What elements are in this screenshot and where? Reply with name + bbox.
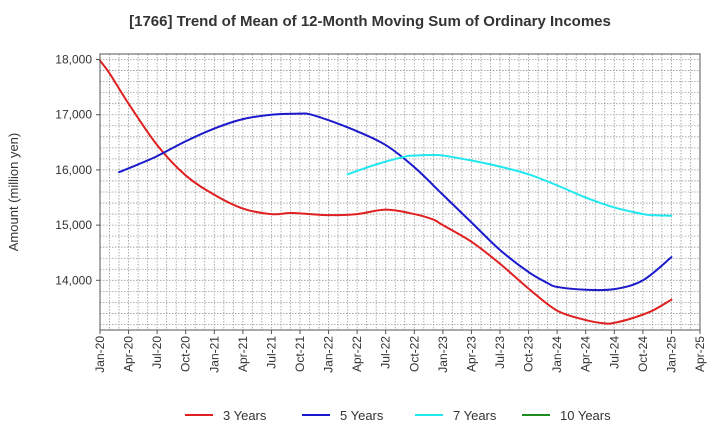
x-tick-label: Jul-23 bbox=[493, 336, 507, 369]
series-line-3 bbox=[346, 153, 673, 217]
legend-label-4: 10 Years bbox=[560, 408, 611, 423]
y-tick-label: 16,000 bbox=[55, 163, 92, 177]
series-layer bbox=[99, 59, 673, 325]
x-tick-label: Apr-21 bbox=[236, 336, 250, 372]
x-tick-label: Apr-20 bbox=[122, 336, 136, 372]
y-axis-ticks: 14,000 15,000 16,000 17,000 18,000 bbox=[55, 53, 100, 287]
x-tick-label: Jul-20 bbox=[150, 336, 164, 369]
y-tick-label: 18,000 bbox=[55, 53, 92, 67]
grid bbox=[100, 54, 700, 330]
x-tick-label: Oct-22 bbox=[407, 336, 421, 372]
legend-label-2: 5 Years bbox=[340, 408, 384, 423]
x-tick-label: Oct-21 bbox=[293, 336, 307, 372]
x-tick-label: Oct-23 bbox=[522, 336, 536, 372]
chart-title: [1766] Trend of Mean of 12-Month Moving … bbox=[129, 13, 611, 30]
x-tick-label: Jan-25 bbox=[664, 336, 678, 373]
legend: 3 Years 5 Years 7 Years 10 Years bbox=[185, 408, 611, 423]
x-tick-label: Jan-23 bbox=[436, 336, 450, 373]
x-tick-label: Apr-23 bbox=[464, 336, 478, 372]
x-tick-label: Oct-24 bbox=[636, 336, 650, 372]
x-tick-label: Jul-24 bbox=[607, 336, 621, 369]
series-line-2 bbox=[118, 112, 673, 292]
y-axis-label: Amount (million yen) bbox=[6, 133, 21, 252]
x-tick-label: Jan-24 bbox=[550, 336, 564, 373]
x-tick-label: Jul-22 bbox=[379, 336, 393, 369]
plot-frame bbox=[99, 53, 701, 331]
series-line-1 bbox=[99, 59, 673, 325]
x-tick-label: Jan-21 bbox=[207, 336, 221, 373]
x-tick-label: Apr-25 bbox=[693, 336, 707, 372]
x-tick-label: Apr-24 bbox=[579, 336, 593, 372]
x-tick-label: Jan-22 bbox=[322, 336, 336, 373]
legend-label-3: 7 Years bbox=[453, 408, 497, 423]
x-tick-label: Oct-20 bbox=[179, 336, 193, 372]
x-tick-label: Jul-21 bbox=[264, 336, 278, 369]
y-tick-label: 17,000 bbox=[55, 108, 92, 122]
x-axis-ticks: Jan-20 Apr-20 Jul-20 Oct-20 Jan-21 Apr-21 Jul-… bbox=[93, 330, 707, 373]
x-tick-label: Jan-20 bbox=[93, 336, 107, 373]
legend-label-1: 3 Years bbox=[223, 408, 267, 423]
y-tick-label: 14,000 bbox=[55, 273, 92, 287]
y-tick-label: 15,000 bbox=[55, 218, 92, 232]
x-tick-label: Apr-22 bbox=[350, 336, 364, 372]
